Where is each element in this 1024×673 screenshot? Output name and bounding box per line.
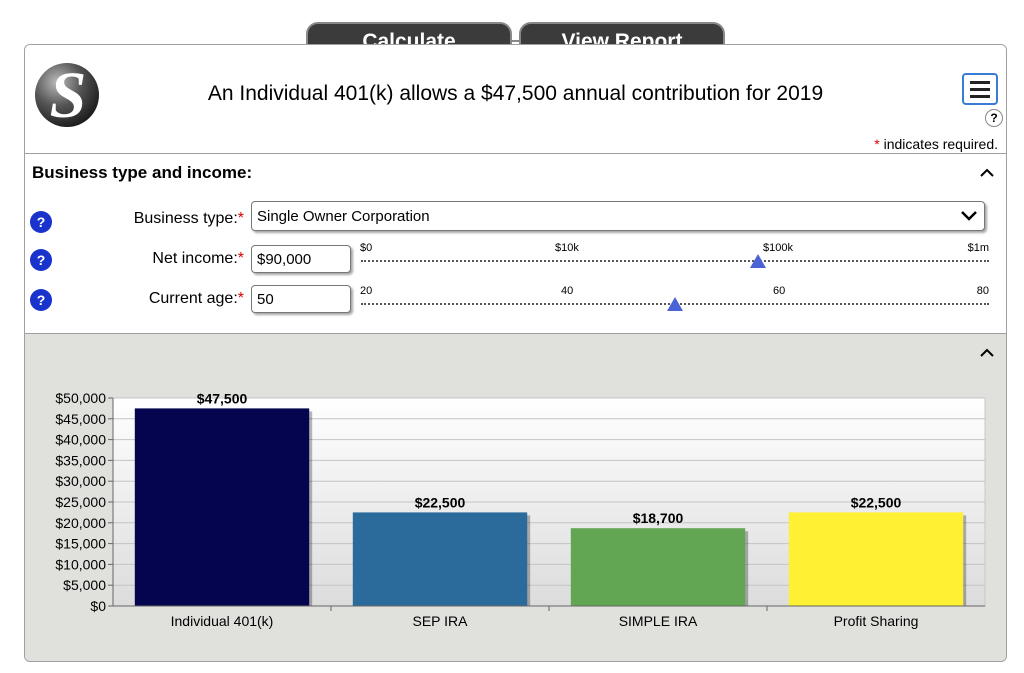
hamburger-icon bbox=[970, 94, 990, 98]
svg-text:S: S bbox=[50, 59, 87, 129]
y-tick-label: $35,000 bbox=[55, 452, 106, 468]
y-tick-label: $45,000 bbox=[55, 411, 106, 427]
chevron-up-icon[interactable] bbox=[980, 166, 994, 180]
age-slider[interactable]: 20 40 60 80 bbox=[360, 285, 989, 319]
slider-tick: 40 bbox=[561, 285, 574, 297]
y-tick-label: $40,000 bbox=[55, 432, 106, 448]
slider-tick: $0 bbox=[360, 242, 373, 254]
bar-value-label: $18,700 bbox=[633, 510, 684, 526]
calculator-panel: S An Individual 401(k) allows a $47,500 … bbox=[24, 44, 1007, 662]
net-income-label: Net income:* bbox=[152, 250, 244, 267]
slider-track bbox=[361, 260, 989, 262]
chevron-up-icon[interactable] bbox=[980, 346, 994, 360]
slider-tick: $10k bbox=[555, 242, 579, 254]
age-label: Current age:* bbox=[148, 290, 244, 307]
bar bbox=[788, 512, 964, 606]
tab-divider bbox=[511, 40, 520, 42]
bar-value-label: $22,500 bbox=[415, 494, 466, 510]
logo-icon: S bbox=[35, 59, 99, 129]
net-income-input[interactable] bbox=[251, 245, 351, 273]
bar bbox=[352, 512, 528, 606]
age-help-icon[interactable]: ? bbox=[30, 289, 52, 311]
bar bbox=[570, 528, 746, 606]
hamburger-icon bbox=[970, 87, 990, 91]
business-type-help-icon[interactable]: ? bbox=[30, 211, 52, 233]
net-income-help-icon[interactable]: ? bbox=[30, 249, 52, 271]
business-type-label: Business type:* bbox=[133, 210, 244, 227]
y-tick-label: $20,000 bbox=[55, 515, 106, 531]
results-section: $0 $5,000 $10,000 $15,000 $20,000 $25,000 $30,… bbox=[25, 333, 1006, 661]
net-income-slider[interactable]: $0 $10k $100k $1m bbox=[360, 242, 989, 276]
x-tick-label: SIMPLE IRA bbox=[619, 613, 698, 629]
slider-thumb[interactable] bbox=[667, 297, 683, 311]
y-tick-label: $50,000 bbox=[55, 390, 106, 406]
y-tick-label: $15,000 bbox=[55, 536, 106, 552]
bar-value-label: $22,500 bbox=[851, 494, 902, 510]
help-icon[interactable]: ? bbox=[985, 109, 1003, 127]
y-tick-label: $25,000 bbox=[55, 494, 106, 510]
y-tick-label: $10,000 bbox=[55, 556, 106, 572]
y-tick-label: $0 bbox=[90, 598, 106, 614]
x-tick-label: Profit Sharing bbox=[834, 613, 919, 629]
page-title: An Individual 401(k) allows a $47,500 an… bbox=[207, 82, 824, 105]
bar-value-label: $47,500 bbox=[197, 390, 248, 406]
hamburger-icon bbox=[970, 80, 990, 84]
y-tick-label: $5,000 bbox=[63, 577, 106, 593]
y-tick-label: $30,000 bbox=[55, 473, 106, 489]
panel-header: S An Individual 401(k) allows a $47,500 … bbox=[25, 45, 1006, 153]
slider-thumb[interactable] bbox=[749, 254, 766, 268]
age-input[interactable] bbox=[251, 285, 351, 313]
chevron-down-icon bbox=[961, 211, 977, 221]
menu-button[interactable] bbox=[962, 73, 998, 105]
required-note: * indicates required. bbox=[874, 136, 998, 152]
x-tick-label: SEP IRA bbox=[413, 613, 469, 629]
section-title: Business type and income: bbox=[32, 163, 253, 182]
slider-tick: $100k bbox=[763, 242, 793, 254]
bar bbox=[134, 408, 310, 606]
slider-tick: 60 bbox=[773, 285, 786, 297]
business-section: Business type and income: ? Business typ… bbox=[25, 153, 1006, 334]
x-tick-label: Individual 401(k) bbox=[171, 613, 274, 629]
slider-tick: 20 bbox=[360, 285, 373, 297]
business-type-select[interactable]: Single Owner Corporation bbox=[251, 201, 985, 231]
slider-tick: 80 bbox=[976, 285, 989, 297]
slider-tick: $1m bbox=[967, 242, 989, 254]
contribution-chart: $0 $5,000 $10,000 $15,000 $20,000 $25,000 $30,… bbox=[55, 390, 986, 629]
